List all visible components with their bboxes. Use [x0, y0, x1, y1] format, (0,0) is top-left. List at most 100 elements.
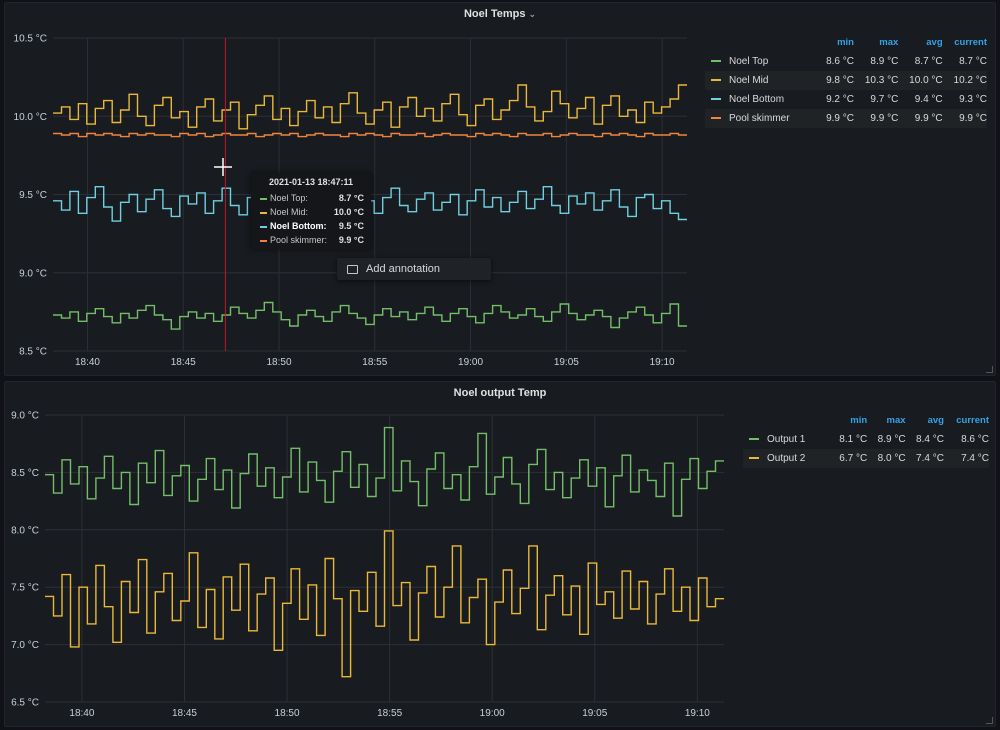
legend-row-pool-skimmer[interactable]: Pool skimmer 9.9 °C 9.9 °C 9.9 °C 9.9 °C	[705, 109, 987, 128]
chevron-down-icon[interactable]: ⌄	[528, 9, 537, 19]
legend-row-noel-bottom[interactable]: Noel Bottom 9.2 °C 9.7 °C 9.4 °C 9.3 °C	[705, 90, 987, 109]
legend-min-value: 9.8 °C	[817, 71, 854, 90]
legend-avg-value: 9.4 °C	[914, 94, 943, 105]
y-tick-label: 8.0 °C	[11, 525, 39, 536]
legend-col-min[interactable]: min	[850, 415, 868, 426]
add-annotation-menu-item[interactable]: Add annotation	[337, 258, 491, 280]
series-line-noel-top	[53, 301, 687, 330]
series-swatch[interactable]	[749, 457, 759, 460]
y-tick-label: 7.0 °C	[11, 640, 39, 651]
comment-icon	[347, 264, 358, 274]
series-swatch[interactable]	[749, 438, 759, 441]
legend-current-value: 10.2 °C	[943, 71, 987, 90]
legend-series-name[interactable]: Output 2	[743, 449, 829, 468]
legend-current-value: 8.6 °C	[961, 434, 989, 445]
tooltip-label: Pool skimmer:	[270, 235, 328, 245]
legend-series-name[interactable]: Pool skimmer	[705, 109, 817, 128]
noel-output-temp-panel: Noel output Temp 9.0 °C 8.5 °C 8.0 °C 7.5 °…	[4, 381, 996, 727]
legend-max-value: 8.0 °C	[867, 449, 906, 468]
legend-current-value: 8.7 °C	[959, 56, 987, 67]
series-swatch	[260, 197, 267, 200]
legend-series-label: Output 1	[767, 434, 806, 445]
x-tick-label: 19:00	[480, 708, 505, 719]
noel-output-temp-plot[interactable]: 9.0 °C 8.5 °C 8.0 °C 7.5 °C 7.0 °C 6.5 °C 18:4…	[5, 382, 730, 726]
tooltip-label: Noel Bottom:	[270, 221, 327, 231]
legend-col-current[interactable]: current	[956, 415, 989, 426]
tooltip-label: Noel Mid:	[270, 207, 309, 217]
x-tick-label: 18:50	[275, 708, 300, 719]
tooltip-value: 9.9 °C	[338, 235, 364, 245]
x-tick-label: 18:50	[267, 357, 292, 368]
y-tick-label: 8.5 °C	[11, 468, 39, 479]
x-tick-label: 19:05	[554, 357, 579, 368]
legend-col-max[interactable]: max	[879, 37, 899, 48]
legend-series-label: Output 2	[767, 453, 806, 464]
resize-handle[interactable]	[986, 366, 993, 373]
legend-series-label: Noel Mid	[729, 75, 769, 86]
series-swatch[interactable]	[711, 60, 721, 63]
legend-col-avg[interactable]: avg	[926, 37, 943, 48]
noel-temps-legend: min max avg current Noel Top 8.6 °C 8.9 °C 8.7 …	[705, 37, 987, 128]
tooltip-row-noel-mid: Noel Mid: 10.0 °C	[251, 205, 371, 219]
legend-avg-value: 8.7 °C	[914, 56, 943, 67]
series-swatch	[260, 225, 267, 228]
resize-handle[interactable]	[986, 717, 993, 724]
series-swatch[interactable]	[711, 98, 721, 101]
legend-max-value: 8.9 °C	[870, 56, 899, 67]
x-tick-label: 19:10	[685, 708, 710, 719]
noel-output-temp-legend: min max avg current Output 1 8.1 °C 8.9 °C 8.4 …	[743, 415, 989, 468]
legend-avg-value: 7.4 °C	[906, 449, 944, 468]
series-swatch[interactable]	[711, 79, 721, 82]
legend-max-value: 9.7 °C	[870, 94, 899, 105]
legend-min-value: 6.7 °C	[829, 449, 867, 468]
x-tick-label: 18:55	[377, 708, 402, 719]
legend-avg-value: 8.4 °C	[916, 434, 944, 445]
x-tick-label: 18:55	[362, 357, 387, 368]
y-tick-label: 9.5 °C	[19, 190, 47, 201]
series-swatch[interactable]	[711, 117, 721, 120]
series-line-output-1	[45, 426, 724, 517]
legend-max-value: 8.9 °C	[877, 434, 906, 445]
tooltip-row-noel-top: Noel Top: 8.7 °C	[251, 191, 371, 205]
legend-min-value: 9.9 °C	[817, 109, 854, 128]
legend-avg-value: 10.0 °C	[898, 71, 942, 90]
hover-tooltip: 2021-01-13 18:47:11 Noel Top: 8.7 °C Noel…	[251, 173, 371, 249]
legend-series-label: Pool skimmer	[729, 113, 790, 124]
legend-header-blank	[743, 415, 829, 430]
legend-row-noel-top[interactable]: Noel Top 8.6 °C 8.9 °C 8.7 °C 8.7 °C	[705, 52, 987, 71]
x-tick-label: 18:45	[172, 708, 197, 719]
legend-header: min max avg current	[705, 37, 987, 52]
legend-max-value: 10.3 °C	[854, 71, 898, 90]
legend-series-name[interactable]: Noel Top	[705, 52, 817, 71]
legend-col-max[interactable]: max	[886, 415, 906, 426]
x-tick-label: 19:05	[582, 708, 607, 719]
legend-row-noel-mid[interactable]: Noel Mid 9.8 °C 10.3 °C 10.0 °C 10.2 °C	[705, 71, 987, 90]
panel-title[interactable]: Noel Temps ⌄	[5, 8, 995, 20]
panel-title[interactable]: Noel output Temp	[5, 387, 995, 399]
legend-series-label: Noel Bottom	[729, 94, 785, 105]
series-swatch	[260, 239, 267, 242]
x-tick-label: 19:10	[650, 357, 675, 368]
legend-current-value: 7.4 °C	[944, 449, 989, 468]
legend-min-value: 8.6 °C	[826, 56, 854, 67]
legend-series-name[interactable]: Output 1	[743, 430, 829, 449]
legend-avg-value: 9.9 °C	[898, 109, 943, 128]
legend-min-value: 8.1 °C	[839, 434, 868, 445]
legend-min-value: 9.2 °C	[826, 94, 854, 105]
legend-series-name[interactable]: Noel Bottom	[705, 90, 817, 109]
legend-header-blank	[705, 37, 817, 52]
noel-temps-panel: Noel Temps ⌄ 10.5 °C 10.0 °C 9.5 °C 9.0 °C 8.…	[4, 2, 996, 376]
tooltip-time: 2021-01-13 18:47:11	[268, 177, 354, 187]
legend-row-output-1[interactable]: Output 1 8.1 °C 8.9 °C 8.4 °C 8.6 °C	[743, 430, 989, 449]
add-annotation-label: Add annotation	[366, 263, 441, 275]
legend-row-output-2[interactable]: Output 2 6.7 °C 8.0 °C 7.4 °C 7.4 °C	[743, 449, 989, 468]
legend-col-min[interactable]: min	[837, 37, 854, 48]
series-line-output-2	[45, 530, 724, 678]
legend-col-current[interactable]: current	[954, 37, 987, 48]
y-tick-label: 10.0 °C	[14, 112, 47, 123]
x-tick-label: 19:00	[458, 357, 483, 368]
legend-series-name[interactable]: Noel Mid	[705, 71, 817, 90]
tooltip-row-pool-skimmer: Pool skimmer: 9.9 °C	[251, 233, 371, 247]
y-tick-label: 9.0 °C	[19, 268, 47, 279]
legend-col-avg[interactable]: avg	[927, 415, 944, 426]
